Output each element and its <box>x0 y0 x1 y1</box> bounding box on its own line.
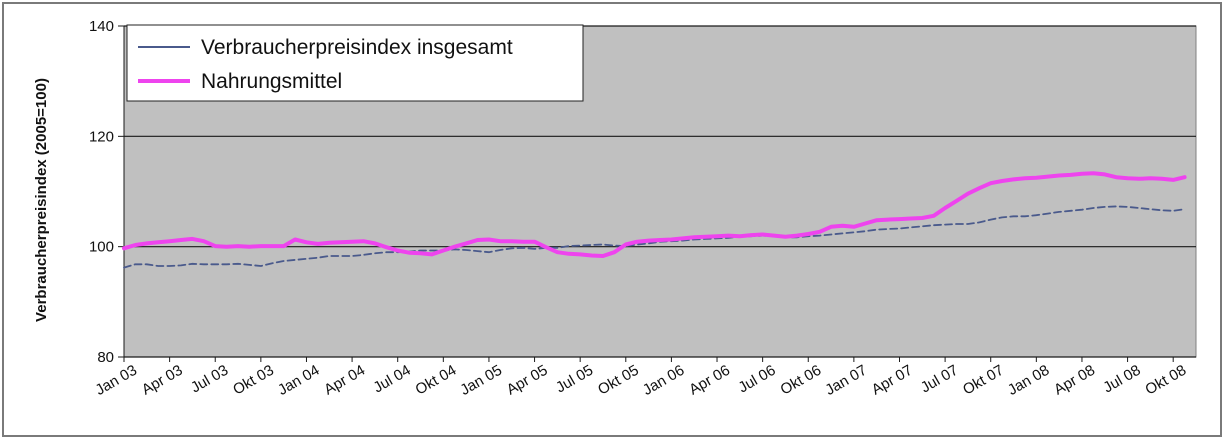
series-line-food <box>122 171 1187 258</box>
series-lines <box>122 171 1187 269</box>
x-tick-label: Okt 08 <box>1142 362 1189 399</box>
x-tick-label: Okt 04 <box>413 362 460 399</box>
x-tick-label: Okt 03 <box>230 362 277 399</box>
x-tick-label: Jul 08 <box>1100 362 1143 397</box>
x-tick-label: Jan 06 <box>640 362 688 399</box>
x-tick-label: Jul 07 <box>918 362 961 397</box>
x-tick-label: Jan 04 <box>275 362 323 399</box>
x-tick-label: Apr 07 <box>869 362 916 399</box>
x-tick-label: Jan 07 <box>822 362 870 399</box>
x-tick-label: Jan 03 <box>92 362 140 399</box>
x-tick-label: Apr 06 <box>686 362 733 399</box>
x-tick-label: Jul 06 <box>735 362 778 397</box>
legend: Verbraucherpreisindex insgesamt Nahrungsm… <box>126 24 584 102</box>
legend-label: Nahrungsmittel <box>201 70 342 93</box>
legend-box <box>126 24 584 102</box>
y-axis-label: Verbraucherpreisindex (2005=100) <box>33 78 50 322</box>
x-tick-label: Okt 06 <box>777 362 824 399</box>
x-tick-label: Apr 03 <box>139 362 186 399</box>
x-tick-label: Jul 05 <box>553 362 596 397</box>
x-tick-label: Jan 05 <box>457 362 505 399</box>
x-tick-label: Okt 07 <box>960 362 1007 399</box>
x-tick-label: Apr 05 <box>504 362 551 399</box>
y-axis-ticks: 80 100 120 140 <box>89 18 1196 366</box>
y-tick-label: 120 <box>89 128 114 145</box>
series-line-cpi <box>123 205 1186 269</box>
legend-label: Verbraucherpreisindex insgesamt <box>201 36 513 59</box>
x-tick-label: Jul 04 <box>371 362 414 397</box>
y-tick-label: 100 <box>89 239 114 256</box>
x-tick-label: Jan 08 <box>1005 362 1053 399</box>
x-tick-label: Apr 04 <box>321 362 368 399</box>
x-tick-label: Jul 03 <box>188 362 231 397</box>
y-tick-label: 80 <box>97 349 114 366</box>
x-tick-label: Apr 08 <box>1051 362 1098 399</box>
y-tick-label: 140 <box>89 18 114 35</box>
x-tick-label: Okt 05 <box>595 362 642 399</box>
